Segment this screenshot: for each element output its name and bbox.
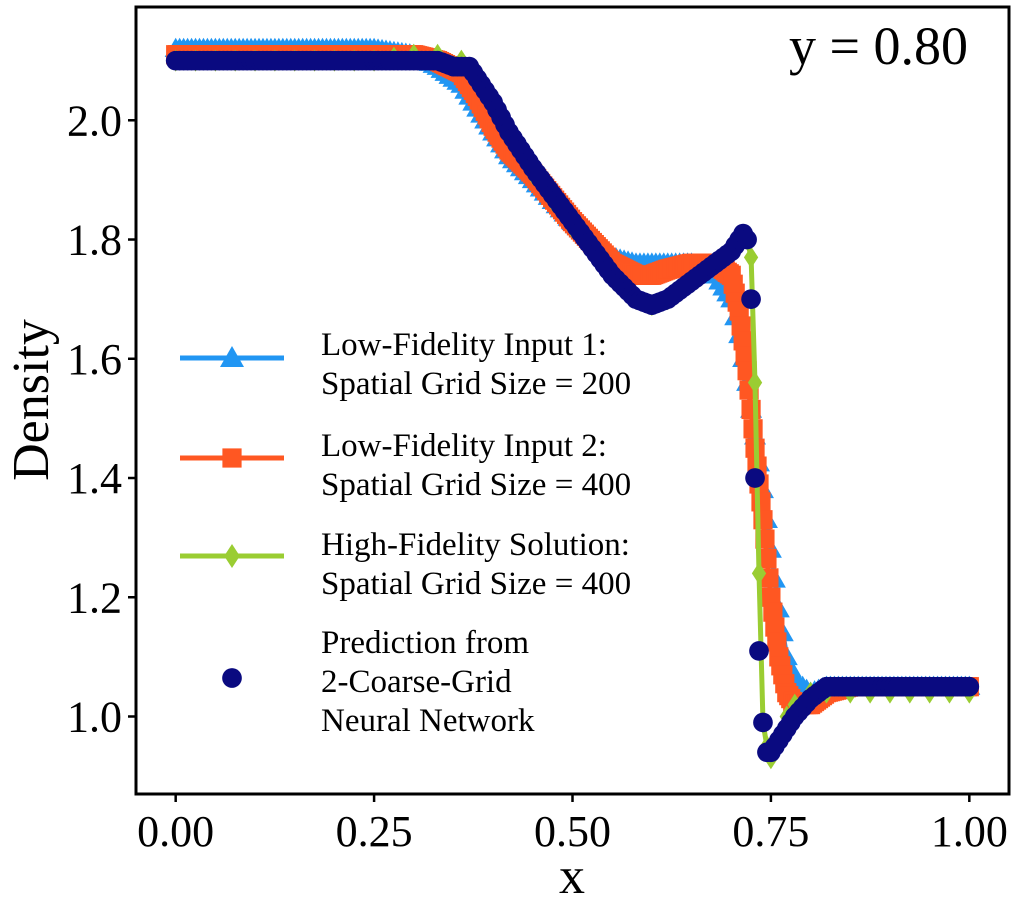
series-layer xyxy=(164,37,981,770)
y-tick-label: 1.0 xyxy=(67,692,122,741)
x-tick-label: 1.00 xyxy=(931,807,1008,856)
legend-label: High-Fidelity Solution: xyxy=(321,527,630,563)
legend-marker xyxy=(224,544,240,568)
series-4-point xyxy=(745,468,765,488)
legend-marker xyxy=(222,668,242,688)
series-4-point xyxy=(737,229,757,250)
y-tick-label: 1.6 xyxy=(67,335,122,384)
y-tick-label: 1.4 xyxy=(67,454,122,503)
series-4 xyxy=(165,50,980,763)
legend-label: Spatial Grid Size = 400 xyxy=(321,467,631,503)
series-2-point xyxy=(751,492,771,512)
y-axis-label: Density xyxy=(3,319,60,481)
x-tick-label: 0.25 xyxy=(336,807,413,856)
series-2-point xyxy=(765,617,785,637)
y-tick-label: 1.2 xyxy=(67,573,122,622)
series-2-point xyxy=(767,632,787,652)
legend-item-2: Low-Fidelity Input 2:Spatial Grid Size =… xyxy=(180,428,631,503)
legend-label: Prediction from xyxy=(321,625,529,661)
legend-marker xyxy=(220,346,244,367)
legend-label: Spatial Grid Size = 200 xyxy=(321,366,631,402)
series-4-point xyxy=(959,676,980,697)
series-3-point xyxy=(743,246,759,269)
legend-marker xyxy=(222,448,242,468)
legend-label: Low-Fidelity Input 1: xyxy=(321,327,607,363)
legend-label: Neural Network xyxy=(321,703,535,739)
x-tick-label: 0.50 xyxy=(534,807,611,856)
x-tick-label: 0.00 xyxy=(137,807,214,856)
series-2-point xyxy=(761,587,781,607)
series-4-point xyxy=(749,641,769,661)
legend-label: Spatial Grid Size = 400 xyxy=(321,566,631,602)
legend-label: Low-Fidelity Input 2: xyxy=(321,428,607,464)
legend-item-3: High-Fidelity Solution:Spatial Grid Size… xyxy=(180,527,631,602)
y-tick-label: 1.8 xyxy=(67,216,122,265)
legend-label: 2-Coarse-Grid xyxy=(321,664,512,700)
series-2-point xyxy=(737,361,757,381)
series-2-point xyxy=(763,602,783,622)
x-tick-label: 0.75 xyxy=(732,807,809,856)
series-2-point xyxy=(757,548,777,569)
series-2-point xyxy=(743,419,763,439)
series-3-point xyxy=(751,562,767,585)
series-4-point xyxy=(753,712,773,733)
ticks-layer: 0.00 0.25 0.50 0.75 1.00 1.0 1.2 1.4 1.6 1.8 2.0 xyxy=(67,96,1008,856)
series-3-point xyxy=(747,371,763,394)
series-2-point xyxy=(729,301,749,321)
series-3 xyxy=(168,43,977,770)
series-2-point xyxy=(731,316,751,336)
series-2-point xyxy=(733,331,753,351)
series-2-point xyxy=(735,346,755,366)
y-tick-label: 2.0 xyxy=(67,96,122,145)
series-3-line xyxy=(175,52,970,761)
legend: Low-Fidelity Input 1:Spatial Grid Size =… xyxy=(180,327,631,739)
x-axis-label: x xyxy=(559,848,585,905)
annotation-label: y = 0.80 xyxy=(789,16,968,76)
series-4-point xyxy=(741,289,761,309)
legend-item-1: Low-Fidelity Input 1:Spatial Grid Size =… xyxy=(180,327,631,402)
